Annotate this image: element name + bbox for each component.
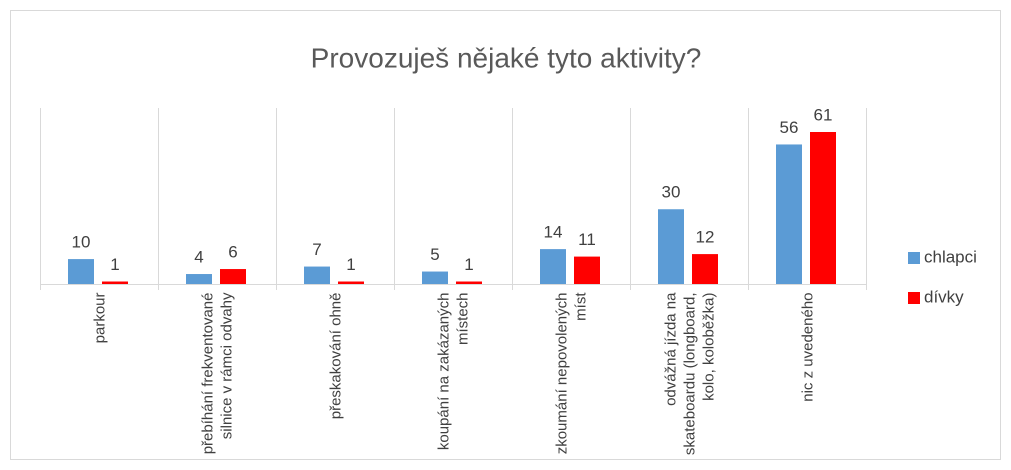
bar xyxy=(220,269,246,284)
legend-swatch xyxy=(908,292,920,304)
data-label: 5 xyxy=(430,245,439,264)
legend-label: chlapci xyxy=(924,247,977,266)
x-tick-label: nic z uvedeného xyxy=(759,292,855,457)
x-tick-label-text: přeskakování ohně xyxy=(326,292,344,419)
bar xyxy=(692,254,718,284)
bar xyxy=(102,281,128,284)
data-label: 10 xyxy=(72,233,91,252)
data-label: 30 xyxy=(662,183,681,202)
bar xyxy=(540,249,566,284)
x-tick-label: odvážná jízda na skateboardu (longboard,… xyxy=(641,292,737,457)
bar xyxy=(776,144,802,284)
data-label: 11 xyxy=(578,230,596,249)
bar xyxy=(574,256,600,284)
bar xyxy=(456,281,482,284)
x-tick-label-text: koupání na zakázaných místech xyxy=(435,292,471,450)
x-tick-label: přebíhání frekventované silnice v rámci … xyxy=(169,292,265,457)
data-label: 1 xyxy=(346,255,355,274)
data-label: 1 xyxy=(110,255,119,274)
x-tick-label: parkour xyxy=(51,292,147,457)
bar xyxy=(186,274,212,284)
data-label: 14 xyxy=(544,223,563,242)
data-label: 56 xyxy=(780,118,799,137)
bar xyxy=(68,259,94,284)
bar xyxy=(304,266,330,284)
data-label: 6 xyxy=(228,243,237,262)
x-tick-label: přeskakování ohně xyxy=(287,292,383,457)
x-tick-label-text: parkour xyxy=(90,292,108,343)
data-label: 12 xyxy=(696,228,715,247)
legend-label: dívky xyxy=(924,287,964,306)
x-tick-label: zkoumání nepovolených míst xyxy=(523,292,619,457)
x-tick-label-text: přebíhání frekventované silnice v rámci … xyxy=(199,292,235,454)
bar xyxy=(810,132,836,284)
bar xyxy=(422,271,448,284)
bar xyxy=(338,281,364,284)
x-tick-label-text: odvážná jízda na skateboardu (longboard,… xyxy=(661,292,717,455)
x-tick-label-text: zkoumání nepovolených míst xyxy=(553,292,589,454)
bar xyxy=(658,209,684,284)
x-tick-label-text: nic z uvedeného xyxy=(798,292,816,402)
data-label: 1 xyxy=(464,255,473,274)
chart-title: Provozuješ nějaké tyto aktivity? xyxy=(311,42,702,73)
legend-swatch xyxy=(908,252,920,264)
x-tick-label: koupání na zakázaných místech xyxy=(405,292,501,457)
data-label: 7 xyxy=(312,240,321,259)
data-label: 4 xyxy=(194,248,203,267)
data-label: 61 xyxy=(814,105,833,124)
